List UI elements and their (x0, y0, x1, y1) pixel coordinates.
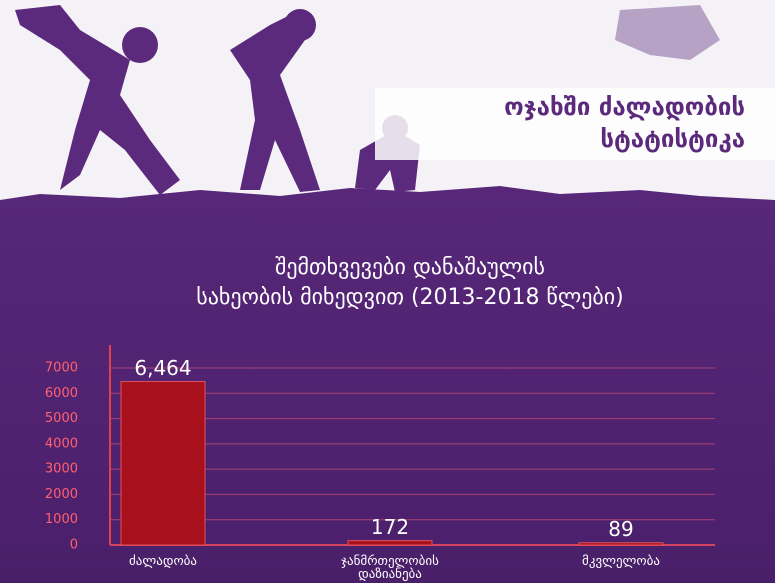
bar (579, 543, 663, 545)
value-label: 172 (371, 515, 409, 539)
bar (121, 382, 205, 545)
bar (348, 541, 432, 545)
header-line: სტატისტიკა (600, 125, 745, 153)
y-tick-label: 6000 (45, 386, 78, 401)
x-tick-label: ძალადობა (88, 555, 238, 568)
value-label: 6,464 (134, 356, 191, 380)
chart: ოჯახში ძალადობის სტატისტიკა შემთხვევები … (0, 0, 775, 583)
y-tick-label: 3000 (45, 462, 78, 477)
chart-title: შემთხვევები დანაშაულის (275, 255, 545, 280)
y-tick-label: 2000 (45, 487, 78, 502)
y-tick-label: 0 (70, 538, 78, 553)
y-tick-label: 7000 (45, 361, 78, 376)
chart-title: სახეობის მიხედვით (2013-2018 წლები) (196, 285, 624, 310)
y-tick-label: 1000 (45, 512, 78, 527)
page: ოჯახში ძალადობის სტატისტიკა შემთხვევები … (0, 0, 775, 583)
x-tick-label: ჯანმრთელობის დაზიანება (330, 555, 450, 581)
value-label: 89 (608, 517, 633, 541)
y-tick-label: 5000 (45, 411, 78, 426)
x-tick-label: მკვლელობა (546, 555, 696, 568)
header-line: ოჯახში ძალადობის (504, 93, 745, 121)
y-tick-label: 4000 (45, 436, 78, 451)
